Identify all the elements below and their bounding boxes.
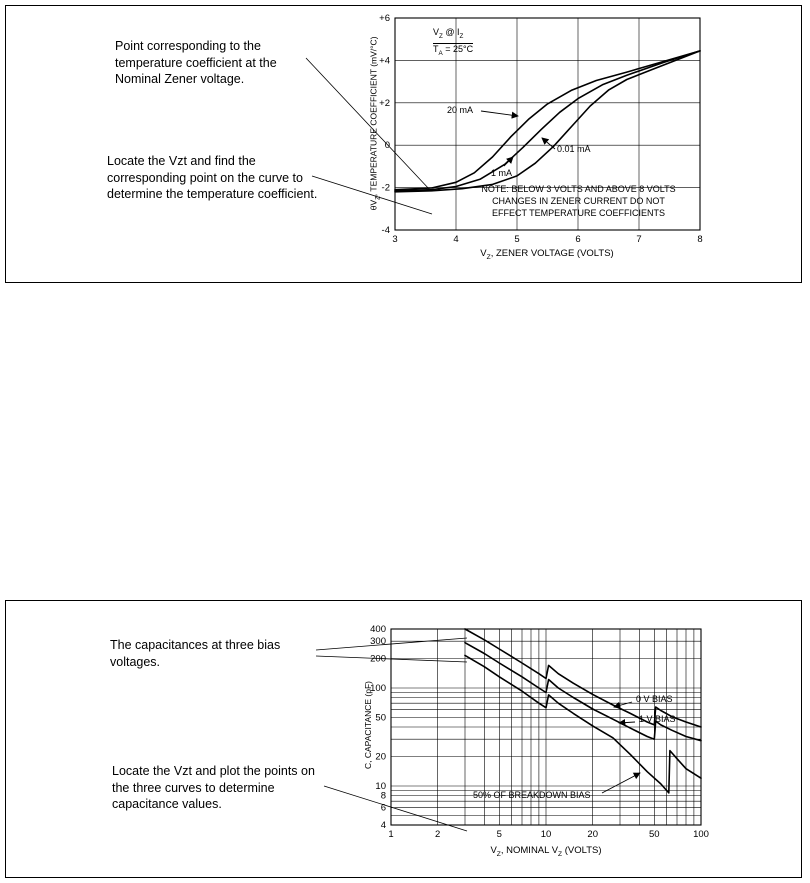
curve-label-0v-bias: 0 V BIAS <box>636 694 673 704</box>
temp-coefficient-chart: 3 4 5 6 7 8 +6 +4 +2 0 -2 -4 <box>379 13 702 245</box>
chart-note-line: CHANGES IN ZENER CURRENT DO NOT <box>492 196 665 206</box>
curve-label-breakdown-bias: 50% OF BREAKDOWN BIAS <box>473 790 591 800</box>
y-tick-label: 400 <box>370 624 386 635</box>
y-axis-title: θVZ, TEMPERATURE COEFFICIENT (mV/°C) <box>368 36 382 211</box>
curve-label-20ma: 20 mA <box>447 105 474 115</box>
series-0-v-bias <box>464 628 702 728</box>
callout-arrow-1ma <box>503 156 514 167</box>
y-tick-label: 300 <box>370 636 386 647</box>
callout-arrow-0v-bias <box>613 701 633 709</box>
x-axis-title: VZ, NOMINAL VZ (VOLTS) <box>490 845 602 858</box>
fig1-callout-overlay <box>305 57 556 215</box>
leader-line <box>305 57 431 191</box>
annotation-locate-vzt-capacitance: Locate the Vzt and plot the points on th… <box>112 764 315 811</box>
y-tick-label: 100 <box>370 683 386 694</box>
callout-arrow-0p01ma <box>541 137 556 150</box>
leader-line <box>315 637 468 651</box>
y-tick-label: 0 <box>385 140 390 151</box>
y-tick-label: +4 <box>379 55 390 66</box>
leader-line <box>315 655 468 663</box>
y-tick-label: +6 <box>379 13 390 24</box>
leader-line <box>311 175 433 215</box>
curve-label-0p01ma: 0.01 mA <box>557 144 591 154</box>
x-tick-label: 8 <box>697 234 702 245</box>
annotation-nominal-zener-point: Point corresponding to the temperature c… <box>115 39 277 86</box>
y-tick-label: 20 <box>375 752 386 763</box>
y-tick-label: 4 <box>381 820 386 831</box>
fig2-callout-overlay <box>315 637 641 832</box>
x-tick-label: 10 <box>541 829 552 840</box>
y-tick-label: +2 <box>379 98 390 109</box>
y-axis-title: C, CAPACITANCE (pF) <box>363 681 373 769</box>
figure-temperature-coefficient: 3 4 5 6 7 8 +6 +4 +2 0 -2 -4 Point corresponding to… <box>5 5 802 283</box>
x-tick-label: 2 <box>435 829 440 840</box>
chart-note-line: NOTE: BELOW 3 VOLTS AND ABOVE 8 VOLTS <box>481 184 676 194</box>
annotation-locate-vzt-temp-coeff: Locate the Vzt and find the correspondin… <box>107 154 318 201</box>
y-tick-label: 200 <box>370 654 386 665</box>
leader-line <box>323 785 468 832</box>
y-tick-label: 6 <box>381 803 386 814</box>
curve-label-1ma: 1 mA <box>491 168 513 178</box>
x-tick-label: 5 <box>497 829 502 840</box>
curve-label-1v-bias: 1 V BIAS <box>639 714 676 724</box>
y-tick-label: -2 <box>382 183 390 194</box>
x-tick-label: 3 <box>392 234 397 245</box>
x-tick-label: 20 <box>587 829 598 840</box>
figure-capacitance: 1 2 5 10 20 50 100 400 300 200 100 50 20 10 8 6 4 The ca… <box>5 600 802 878</box>
y-tick-label: 50 <box>375 713 386 724</box>
callout-arrow-breakdown-bias <box>601 772 641 794</box>
callout-arrow-20ma <box>480 110 519 119</box>
legend-line-1: VZ @ IZ <box>433 27 474 44</box>
x-tick-label: 4 <box>453 234 458 245</box>
legend-line-2: TA = 25°C <box>433 43 474 57</box>
series-20-ma <box>394 50 701 191</box>
x-tick-label: 5 <box>514 234 519 245</box>
series-50-of-breakdown-bias <box>464 654 702 794</box>
test-conditions-legend: VZ @ IZ TA = 25°C <box>433 27 474 59</box>
annotation-three-bias-capacitances: The capacitances at three bias voltages. <box>110 638 281 669</box>
y-tick-label: 8 <box>381 791 386 802</box>
x-tick-label: 6 <box>575 234 580 245</box>
y-tick-label: 10 <box>375 781 386 792</box>
y-tick-label: -4 <box>382 225 390 236</box>
series-1-v-bias <box>464 641 702 742</box>
plot-frame <box>394 17 701 231</box>
x-axis-title: VZ, ZENER VOLTAGE (VOLTS) <box>480 248 614 261</box>
callout-arrow-1v-bias <box>618 719 636 727</box>
chart-note: NOTE: BELOW 3 VOLTS AND ABOVE 8 VOLTS CH… <box>456 183 701 219</box>
x-tick-label: 7 <box>636 234 641 245</box>
x-tick-label: 100 <box>693 829 709 840</box>
chart-note-line: EFFECT TEMPERATURE COEFFICIENTS <box>491 208 665 218</box>
x-tick-label: 1 <box>388 829 393 840</box>
series-1-ma <box>394 50 701 192</box>
series-0-01-ma <box>394 50 701 193</box>
x-tick-label: 50 <box>649 829 660 840</box>
